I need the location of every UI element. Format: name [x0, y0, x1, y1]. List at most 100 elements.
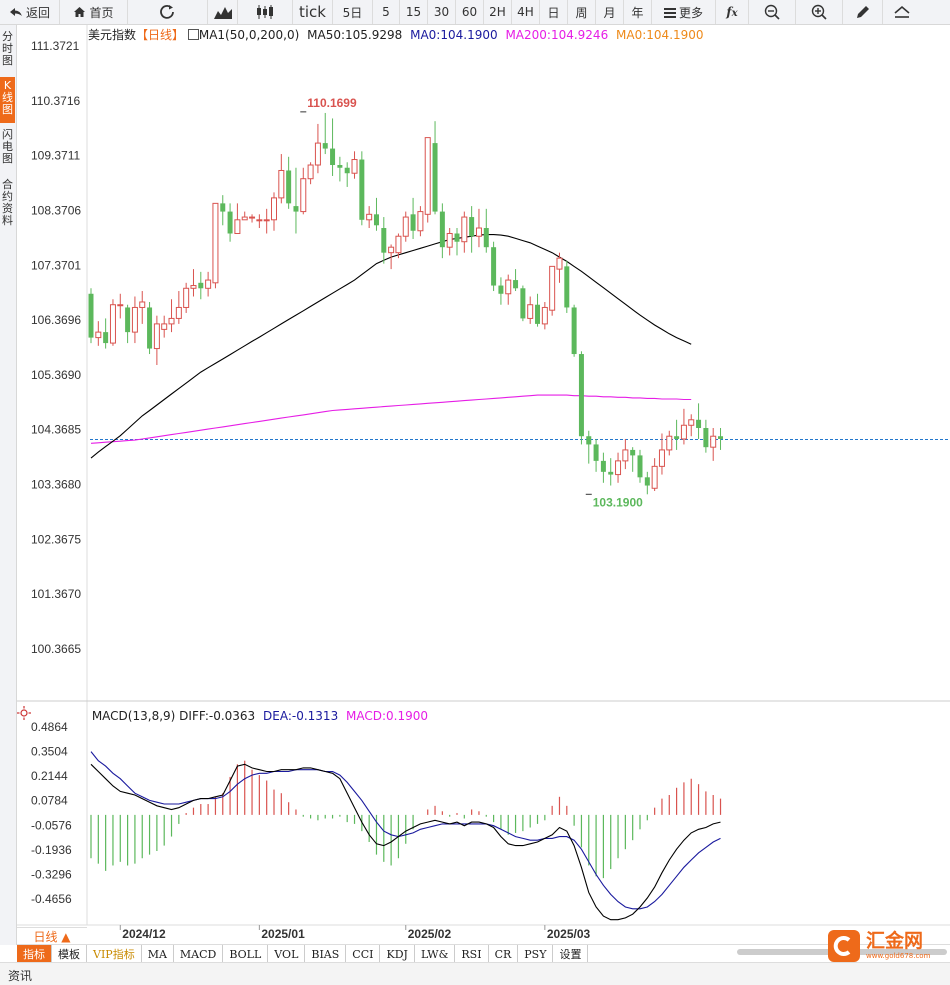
- candle-body-up: [161, 323, 168, 330]
- pencil-icon: [855, 4, 871, 20]
- period-2h[interactable]: 2H: [484, 0, 512, 24]
- chevron-up-icon: [893, 5, 910, 19]
- tab-label: MA: [147, 947, 167, 961]
- candle-body-down: [535, 304, 541, 324]
- period-60min[interactable]: 60: [456, 0, 484, 24]
- more-button[interactable]: 更多: [652, 0, 716, 24]
- candlestick-button[interactable]: [238, 0, 293, 24]
- period-30min[interactable]: 30: [428, 0, 456, 24]
- news-tab[interactable]: 资讯: [8, 969, 33, 983]
- candle-body-down: [125, 307, 131, 333]
- tab-boll[interactable]: BOLL: [223, 945, 269, 963]
- tab-label: 合约资料: [2, 178, 13, 227]
- tick-button[interactable]: tick: [293, 0, 333, 24]
- tab-lightning[interactable]: 闪电图: [0, 127, 15, 171]
- tab-cci[interactable]: CCI: [346, 945, 381, 963]
- macd-diff-line: [90, 763, 721, 921]
- candle-body-down: [637, 455, 643, 478]
- macd-tick-label: -0.3296: [31, 867, 72, 881]
- refresh-button[interactable]: [128, 0, 208, 24]
- tab-settings[interactable]: 设置: [553, 945, 589, 963]
- period-4h[interactable]: 4H: [512, 0, 540, 24]
- candle-body-down: [103, 332, 109, 344]
- tab-label: VOL: [274, 947, 299, 961]
- candle-body-down: [439, 211, 445, 248]
- period-label: 15: [405, 5, 422, 19]
- tab-rsi[interactable]: RSI: [455, 945, 489, 963]
- draw-button[interactable]: [843, 0, 883, 24]
- tab-vip-indicators[interactable]: VIP指标: [87, 945, 142, 963]
- candle-body-up: [388, 246, 395, 254]
- candle-body-up: [175, 306, 182, 319]
- price-tick-label: 106.3696: [31, 313, 81, 327]
- period-label: 4H: [517, 5, 534, 19]
- tab-label: RSI: [461, 947, 482, 961]
- tab-contract-info[interactable]: 合约资料: [0, 177, 15, 235]
- tab-templates[interactable]: 模板: [52, 945, 87, 963]
- price-tick-label: 100.3665: [31, 642, 81, 656]
- tab-bias[interactable]: BIAS: [305, 945, 347, 963]
- tab-lw[interactable]: LW&: [415, 945, 456, 963]
- price-tick-label: 102.3675: [31, 532, 81, 546]
- chart-canvas[interactable]: 111.3721 110.3716 109.3711 108.3706 107.3701…: [17, 25, 950, 944]
- price-tick-label: 108.3706: [31, 203, 81, 217]
- period-month[interactable]: 月: [596, 0, 624, 24]
- zoom-in-button[interactable]: [796, 0, 843, 24]
- candle-body-down: [483, 228, 489, 248]
- candle-body-down: [293, 206, 299, 212]
- macd-tick-label: -0.4656: [31, 892, 72, 906]
- candle-body-up: [556, 257, 563, 270]
- tab-ma[interactable]: MA: [142, 945, 174, 963]
- period-15min[interactable]: 15: [400, 0, 428, 24]
- candle-body-up: [680, 424, 687, 440]
- period-label: 年: [631, 5, 644, 20]
- candle-body-down: [373, 214, 379, 226]
- instrument-name: 美元指数: [88, 28, 137, 42]
- candle-body-down: [718, 436, 724, 439]
- indicator-tabs: 指标 模板 VIP指标 MA MACD BOLL VOL BIAS CCI KD…: [17, 944, 950, 963]
- period-5day[interactable]: 5日: [333, 0, 373, 24]
- dea-label: DEA:-0.1313: [263, 709, 339, 723]
- candle-body-down: [513, 280, 519, 289]
- macd-value-label: MACD:0.1900: [346, 709, 429, 723]
- candle-body-up: [395, 235, 402, 254]
- tab-cr[interactable]: CR: [489, 945, 519, 963]
- price-tick-label: 111.3721: [31, 39, 80, 53]
- mountain-chart-button[interactable]: [208, 0, 238, 24]
- tab-psy[interactable]: PSY: [518, 945, 554, 963]
- mountain-chart-icon: [213, 4, 233, 20]
- logo-icon: [828, 930, 860, 962]
- period-year[interactable]: 年: [624, 0, 652, 24]
- back-button[interactable]: 返回: [0, 0, 60, 24]
- candle-body-down: [644, 477, 650, 486]
- tab-label: 模板: [58, 948, 80, 961]
- period-tag: 【日线】: [136, 28, 185, 42]
- period-day[interactable]: 日: [540, 0, 568, 24]
- tab-kline[interactable]: K线图: [0, 77, 15, 123]
- tab-macd[interactable]: MACD: [174, 945, 224, 963]
- low-price-label: 103.1900: [593, 495, 643, 509]
- price-tick-label: 107.3701: [31, 258, 81, 272]
- period-5min[interactable]: 5: [373, 0, 400, 24]
- tab-kdj[interactable]: KDJ: [380, 945, 415, 963]
- tick-label: tick: [299, 3, 326, 21]
- tab-indicators[interactable]: 指标: [17, 945, 52, 963]
- tab-vol[interactable]: VOL: [268, 945, 306, 963]
- collapse-button[interactable]: [883, 0, 920, 24]
- tab-label: VIP指标: [93, 948, 135, 961]
- period-select-button[interactable]: 日线 ▲: [17, 927, 87, 945]
- tab-label: K线图: [2, 79, 13, 116]
- time-tick-label: 2024/12: [122, 927, 166, 941]
- candle-body-down: [227, 211, 233, 234]
- period-label: 60: [461, 5, 478, 19]
- home-button[interactable]: 首页: [60, 0, 128, 24]
- tab-timeshare[interactable]: 分时图: [0, 29, 15, 73]
- period-week[interactable]: 周: [568, 0, 596, 24]
- formula-button[interactable]: fx: [716, 0, 749, 24]
- macd-legend: MACD(13,8,9) DIFF:-0.0363 DEA:-0.1313 MA…: [17, 706, 428, 723]
- zoom-out-button[interactable]: [749, 0, 796, 24]
- toolbar: 返回 首页 tick 5日 5 15 30 60 2H 4H 日 周 月 年 更…: [0, 0, 950, 25]
- candle-body-down: [198, 282, 204, 289]
- candle-body-down: [564, 266, 570, 308]
- refresh-icon: [159, 4, 177, 20]
